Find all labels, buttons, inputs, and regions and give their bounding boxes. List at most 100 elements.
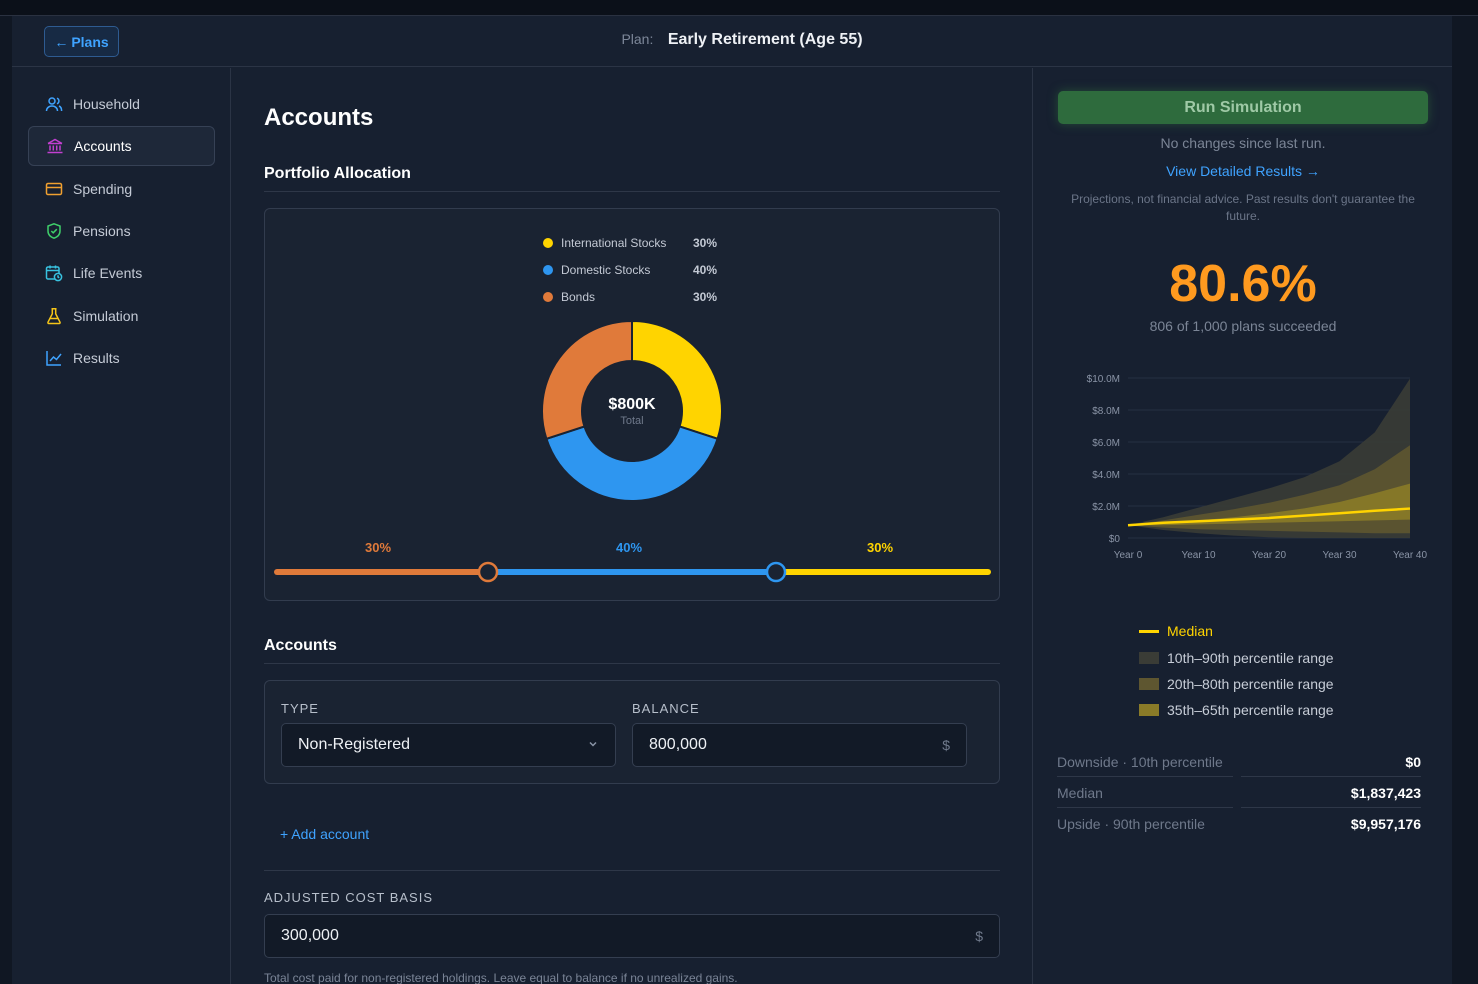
band-35th-65th-percentile-range [1128,483,1410,526]
slider-handle-1[interactable] [477,561,499,583]
sidebar-item-household[interactable]: Household [28,84,215,124]
app-window: ← Plans Plan: Early Retirement (Age 55) … [12,16,1452,984]
sidebar-item-label: Spending [73,181,133,197]
bank-icon [46,137,64,155]
y-tick-label: $8.0M [1092,406,1120,417]
x-tick-label: Year 0 [1114,550,1143,561]
chevron-down-icon [587,737,599,753]
cost-basis-helper-text: Total cost paid for non-registered holdi… [264,971,738,984]
legend-35-65: 35th–65th percentile range [1139,702,1334,718]
shield-check-icon [45,222,63,240]
add-account-link[interactable]: + Add account [280,826,370,842]
legend-label: 35th–65th percentile range [1167,702,1334,718]
donut-total-label: Total [620,415,643,427]
sidebar-item-life-events[interactable]: Life Events [28,253,215,293]
currency-suffix: $ [975,928,983,944]
legend-swatch [1139,678,1159,690]
balance-label: BALANCE [632,701,700,716]
sidebar-item-simulation[interactable]: Simulation [28,296,215,336]
donut-slice-bonds [542,321,633,441]
y-tick-label: $0 [1109,534,1121,545]
account-type-select[interactable]: Non-Registered [281,723,616,767]
portfolio-allocation-heading: Portfolio Allocation [264,165,411,182]
sidebar-item-accounts[interactable]: Accounts [28,126,215,166]
legend-dot-icon [543,238,553,248]
credit-card-icon [45,180,63,198]
legend-bonds: Bonds 30% [543,290,717,304]
account-card: TYPE Non-Registered BALANCE 800,000 $ [264,680,1000,784]
divider [1057,776,1233,777]
legend-label: Median [1167,623,1213,639]
legend-percent: 30% [693,236,718,250]
success-subtitle: 806 of 1,000 plans succeeded [1149,318,1337,334]
legend-label: 20th–80th percentile range [1167,676,1334,692]
slider-label-domestic: 40% [616,540,643,555]
legend-label: Domestic Stocks [561,263,651,277]
plan-name: Early Retirement (Age 55) [667,31,863,48]
back-to-plans-button[interactable]: ← Plans [44,26,119,57]
legend-swatch [1139,704,1159,716]
cost-basis-value: 300,000 [281,927,339,944]
legend-percent: 30% [693,290,718,304]
legend-dot-icon [543,265,553,275]
legend-swatch [1139,652,1159,664]
sidebar-item-spending[interactable]: Spending [28,169,215,209]
projection-fan-chart: $0 $2.0M $4.0M $6.0M $8.0M $10.0M Year 0 Year … [1087,374,1428,561]
legend-international-stocks: International Stocks 30% [543,236,717,250]
legend-domestic-stocks: Domestic Stocks 40% [543,263,717,277]
sidebar-item-label: Results [73,350,120,366]
y-tick-label: $6.0M [1092,438,1120,449]
sidebar-item-label: Household [73,96,140,112]
currency-suffix: $ [942,737,950,753]
cost-basis-input[interactable]: 300,000 $ [264,914,1000,958]
x-tick-label: Year 10 [1181,550,1216,561]
sidebar-item-label: Simulation [73,308,139,324]
median-line [1127,507,1411,527]
divider [264,191,1000,192]
sidebar-item-pensions[interactable]: Pensions [28,211,215,251]
x-tick-label: Year 20 [1252,550,1287,561]
sidebar-item-label: Accounts [74,138,132,154]
accounts-heading: Accounts [264,637,337,654]
plan-label: Plan: [621,31,654,47]
results-panel: Run Simulation No changes since last run… [1032,68,1452,984]
y-tick-label: $4.0M [1092,470,1120,481]
window-top-strip [0,0,1478,16]
stat-downside: Downside · 10th percentile $0 [1057,746,1421,777]
stat-value: $0 [1405,754,1421,770]
legend-label: 10th–90th percentile range [1167,650,1334,666]
slider-handle-2[interactable] [765,561,787,583]
view-detailed-results-link[interactable]: View Detailed Results → [1166,163,1320,179]
stat-value: $1,837,423 [1350,785,1421,801]
arrow-left-icon: ← [54,33,69,50]
slider-label-international: 30% [867,540,894,555]
slider-label-bonds: 30% [365,540,392,555]
donut-total-value: $800K [608,396,656,413]
donut-slice-international-stocks [631,321,722,441]
allocation-card: International Stocks 30% Domestic Stocks… [264,208,1000,601]
run-simulation-button[interactable]: Run Simulation [1058,91,1428,124]
legend-dot-icon [543,292,553,302]
divider [1057,807,1233,808]
users-icon [45,95,63,113]
legend-median: Median [1139,623,1213,639]
allocation-slider[interactable] [265,559,1001,585]
header: ← Plans Plan: Early Retirement (Age 55) [12,16,1452,67]
legend-20-80: 20th–80th percentile range [1139,676,1334,692]
donut-slice-domestic-stocks [545,425,719,501]
stat-label: Upside · 90th percentile [1057,816,1205,832]
sidebar-item-results[interactable]: Results [28,338,215,378]
y-tick-label: $2.0M [1092,502,1120,513]
disclaimer-text: Projections, not financial advice. Past … [1071,192,1415,223]
balance-input[interactable]: 800,000 $ [632,723,967,767]
legend-label: Bonds [561,290,596,304]
sidebar: Household Accounts Spending Pensions Lif… [12,68,231,984]
page-title: Accounts [264,104,374,131]
success-rate: 80.6% [1169,255,1317,313]
balance-value: 800,000 [649,736,707,753]
stat-median: Median $1,837,423 [1057,777,1421,808]
divider [264,663,1000,664]
stat-upside: Upside · 90th percentile $9,957,176 [1057,808,1421,839]
stat-value: $9,957,176 [1350,816,1421,832]
status-text: No changes since last run. [1160,135,1326,151]
